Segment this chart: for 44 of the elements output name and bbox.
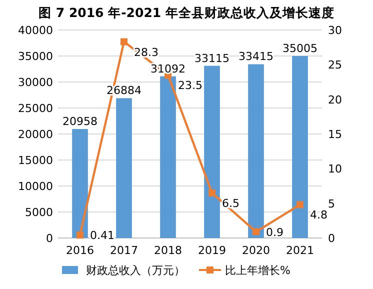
y-tick-label: 30000 — [18, 76, 53, 89]
legend-label: 财政总收入（万元） — [86, 264, 185, 277]
point — [252, 228, 260, 236]
bar — [72, 129, 88, 238]
y-tick-label: 40000 — [18, 24, 53, 37]
data-label: 20958 — [62, 115, 98, 128]
bar — [160, 76, 176, 238]
data-label: 4.8 — [310, 208, 328, 222]
y-tick-label: 15000 — [18, 154, 53, 167]
bar — [116, 98, 132, 238]
x-tick-label: 2019 — [198, 244, 226, 257]
x-tick-label: 2016 — [66, 244, 94, 257]
y2-tick-label: 30 — [328, 24, 342, 37]
data-label: 33115 — [194, 52, 230, 65]
legend-label: 比上年增长% — [225, 264, 290, 277]
x-tick-label: 2018 — [154, 244, 182, 257]
point — [296, 201, 304, 208]
bar — [248, 64, 264, 238]
y2-tick-label: 10 — [328, 162, 342, 176]
bar — [292, 56, 308, 238]
y-tick-label: 10000 — [18, 180, 53, 193]
bar — [204, 66, 220, 238]
y-tick-label: 25000 — [18, 102, 53, 115]
y-tick-label: 0 — [46, 232, 53, 245]
x-tick-label: 2020 — [242, 244, 270, 257]
y2-tick-label: 5 — [328, 197, 335, 210]
point — [76, 232, 84, 239]
y-tick-label: 20000 — [18, 128, 53, 141]
y2-tick-label: 0 — [328, 232, 335, 245]
x-tick-label: 2017 — [110, 244, 138, 257]
y2-tick-label: 25 — [328, 58, 342, 72]
data-label: 35005 — [282, 42, 318, 55]
data-label: 33415 — [238, 50, 274, 64]
x-tick-label: 2021 — [286, 244, 314, 257]
data-label: 23.5 — [178, 79, 202, 92]
y2-tick-label: 20 — [328, 93, 342, 106]
y2-tick-label: 15 — [328, 128, 342, 141]
data-label: 0.41 — [90, 229, 114, 242]
y-tick-label: 35000 — [18, 50, 53, 63]
point — [208, 189, 216, 196]
chart-title: 图 7 2016 年-2021 年全县财政总收入及增长速度 — [38, 5, 334, 20]
point — [120, 38, 128, 46]
y-tick-label: 5000 — [25, 206, 53, 219]
data-label: 0.9 — [266, 226, 284, 239]
